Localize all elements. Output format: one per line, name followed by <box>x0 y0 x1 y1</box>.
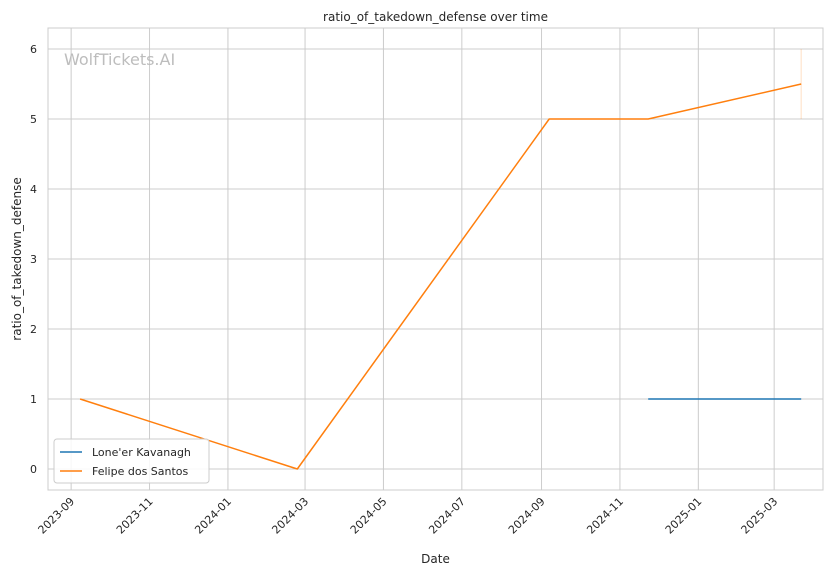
series-layer <box>79 49 802 470</box>
watermark: WolfTickets.AI <box>64 50 175 69</box>
series-line-1 <box>79 83 802 470</box>
y-tick-label: 6 <box>30 43 37 56</box>
y-tick-label: 0 <box>30 463 37 476</box>
y-tick-label: 4 <box>30 183 37 196</box>
y-tick-label: 5 <box>30 113 37 126</box>
y-axis-label: ratio_of_takedown_defense <box>10 177 24 340</box>
plot-frame <box>47 27 824 491</box>
grid <box>48 28 823 490</box>
x-axis-label: Date <box>421 552 450 566</box>
legend-label-1: Felipe dos Santos <box>92 465 189 478</box>
chart-title: ratio_of_takedown_defense over time <box>323 10 548 24</box>
legend-label-0: Lone'er Kavanagh <box>92 446 191 459</box>
y-tick-label: 3 <box>30 253 37 266</box>
legend: Lone'er Kavanagh Felipe dos Santos <box>53 438 210 484</box>
y-tick-label: 1 <box>30 393 37 406</box>
y-tick-label: 2 <box>30 323 37 336</box>
legend-box <box>53 438 210 484</box>
y-axis-ticks: 0 1 2 3 4 5 6 <box>30 43 37 476</box>
